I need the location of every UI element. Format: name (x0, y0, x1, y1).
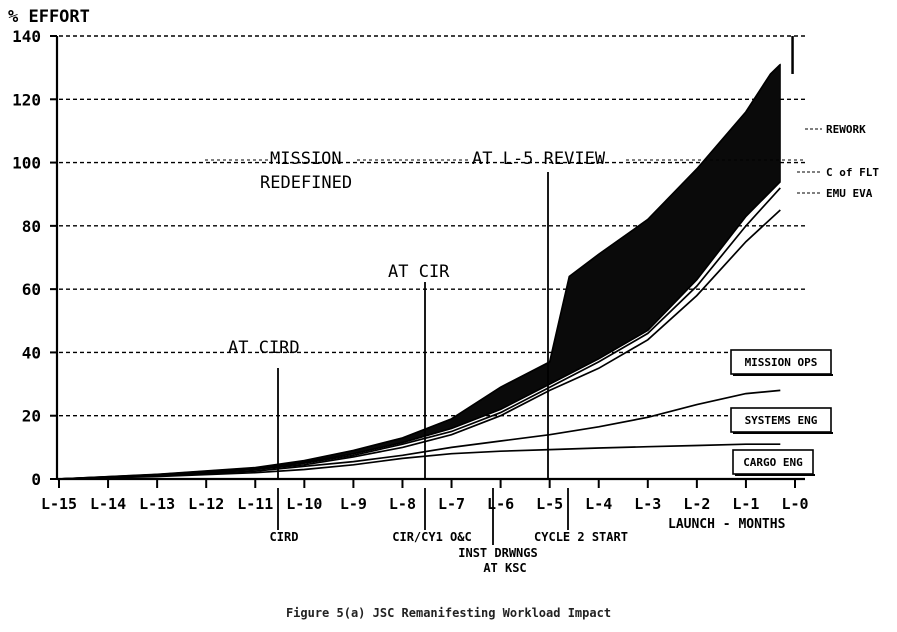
series-label: EMU EVA (826, 187, 873, 200)
y-tick-label: 20 (22, 407, 41, 426)
x-tick-label: L-7 (438, 495, 465, 513)
y-axis-title: % EFFORT (8, 7, 90, 27)
y-tick-label: 0 (31, 470, 41, 489)
x-tick-label: L-1 (732, 495, 759, 513)
tick-labels: 0 20 40 60 80 100 120 140 L-15 L-14 L-13 L-12 L-11 L-… (12, 27, 808, 513)
x-tick-label: L-6 (487, 495, 514, 513)
y-tick-label: 80 (22, 217, 41, 236)
x-tick-label: L-15 (41, 495, 77, 513)
series-lines (58, 36, 794, 480)
series-line (58, 389, 781, 480)
series-label-shadow (733, 432, 833, 434)
milestone-label: CIRD (270, 530, 299, 544)
x-tick-label: L-5 (536, 495, 563, 513)
series-line (58, 443, 781, 480)
figure-caption: Figure 5(a) JSC Remanifesting Workload I… (285, 606, 612, 620)
series-line (58, 63, 781, 480)
series-label-box (730, 407, 832, 433)
series-label: SYSTEMS ENG (745, 414, 818, 427)
x-tick-label: L-14 (90, 495, 126, 513)
milestone-label: INST DRWNGS (458, 546, 537, 560)
y-tick-label: 120 (12, 90, 41, 109)
annotations: AT CIRD AT CIR MISSION REDEFINED AT L-5 REVI… (205, 149, 805, 479)
annotation-label: AT CIR (388, 262, 450, 282)
annotation-label: REDEFINED (260, 173, 352, 193)
y-tick-label: 60 (22, 280, 41, 299)
milestone-label: CYCLE 2 START (534, 530, 628, 544)
x-tick-label: L-8 (389, 495, 416, 513)
series-label-box (730, 349, 832, 375)
y-tick-label: 40 (22, 343, 41, 362)
y-tick-label: 100 (12, 154, 41, 173)
series-label: MISSION OPS (745, 356, 818, 369)
axes (55, 36, 805, 481)
series-label-shadow (735, 474, 815, 476)
annotation-label: AT L-5 REVIEW (472, 149, 606, 169)
series-label: CARGO ENG (743, 456, 803, 469)
x-tick-label: L-2 (683, 495, 710, 513)
annotation-label: AT CIRD (228, 338, 300, 358)
series-label: C of FLT (826, 166, 879, 179)
x-tick-label: L-0 (781, 495, 808, 513)
x-tick-label: L-13 (139, 495, 175, 513)
x-tick-label: L-3 (634, 495, 661, 513)
grid-lines (59, 35, 805, 417)
x-axis-title: LAUNCH - MONTHS (668, 517, 786, 532)
x-tick-label: L-11 (237, 495, 273, 513)
x-tick-label: L-9 (340, 495, 367, 513)
x-tick-label: L-10 (286, 495, 322, 513)
x-tick-label: L-12 (188, 495, 224, 513)
series-label: REWORK (826, 123, 866, 136)
y-tick-label: 140 (12, 27, 41, 46)
annotation-label: MISSION (270, 149, 342, 169)
series-labels: CARGO ENG SYSTEMS ENG MISSION OPS EMU EVA C … (730, 123, 879, 476)
x-tick-label: L-4 (585, 495, 612, 513)
milestone-label: AT KSC (483, 561, 526, 575)
milestone-label: CIR/CY1 O&C (392, 530, 471, 544)
series-label-shadow (733, 374, 833, 376)
